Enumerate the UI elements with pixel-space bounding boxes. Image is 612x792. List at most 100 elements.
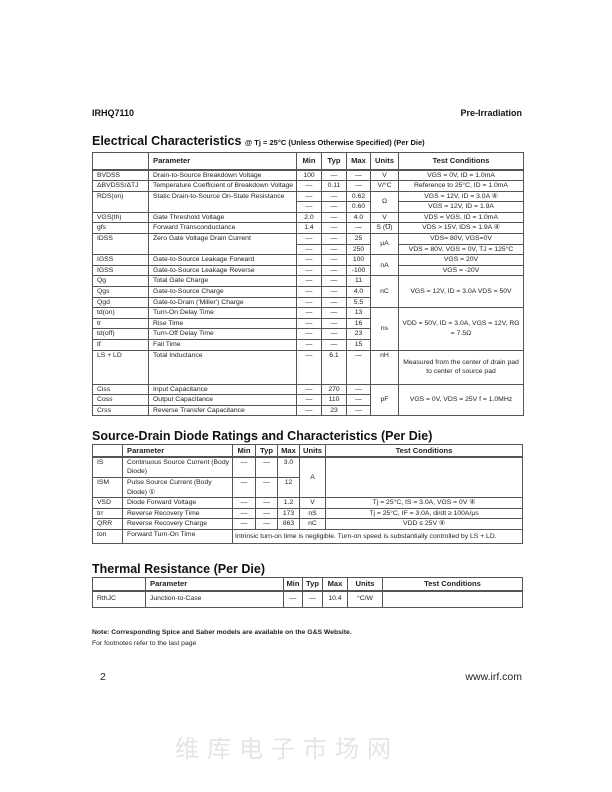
diode-ratings-table: Parameter Min Typ Max Units Test Conditions IS… bbox=[92, 444, 523, 545]
test-condition-cell: VGS = 0V, ID = 1.0mA bbox=[398, 168, 524, 182]
parameter-cell: Output Capacitance bbox=[148, 394, 297, 406]
test-condition-cell: VGS = 0V, VDS = 25V f = 1.0MHz bbox=[398, 383, 524, 417]
table-row: VGS(th) Gate Threshold Voltage 2.0—4.0 V VDS… bbox=[92, 211, 524, 224]
value-min: — bbox=[296, 349, 322, 385]
value-min: — bbox=[296, 383, 322, 396]
symbol-cell: ton bbox=[92, 529, 123, 545]
watermark: 维库电子市场网 bbox=[175, 735, 399, 763]
electrical-title-text: Electrical Characteristics bbox=[92, 134, 242, 148]
value-min: — bbox=[296, 317, 322, 330]
value-min: — bbox=[296, 243, 322, 256]
column-header-typ: Typ bbox=[302, 577, 323, 592]
value-min: — bbox=[296, 404, 322, 417]
test-condition-cell bbox=[382, 590, 523, 609]
column-header-units: Units bbox=[299, 444, 326, 458]
symbol-cell: QRR bbox=[92, 518, 123, 531]
units-cell: nH bbox=[370, 349, 399, 385]
symbol-cell: BVDSS bbox=[92, 168, 149, 182]
column-header-parameter: Parameter bbox=[148, 152, 297, 171]
parameter-cell: Fall Time bbox=[148, 339, 297, 351]
value-typ: — bbox=[255, 497, 278, 509]
website: www.irf.com bbox=[465, 671, 522, 684]
test-condition-cell: VGS = 20V bbox=[398, 254, 524, 266]
value-min: — bbox=[296, 296, 322, 309]
value-min: — bbox=[296, 201, 322, 213]
value-max: 0.60 bbox=[346, 201, 371, 213]
value-typ: — bbox=[302, 590, 323, 609]
value-typ: — bbox=[321, 211, 347, 224]
electrical-characteristics-table: Parameter Min Typ Max Units Test Conditions BV… bbox=[92, 152, 524, 417]
column-header-min: Min bbox=[283, 577, 303, 592]
units-cell: μA bbox=[370, 233, 399, 256]
parameter-cell: Gate-to-Source Leakage Forward bbox=[148, 254, 297, 266]
column-header-min: Min bbox=[232, 444, 256, 458]
parameter-cell: Diode Forward Voltage bbox=[122, 497, 233, 509]
test-condition-cell: Measured from the center of drain pad to… bbox=[398, 349, 524, 385]
test-condition-cell: Tj = 25°C, IS = 3.0A, VGS = 0V ④ bbox=[325, 497, 523, 509]
parameter-cell: Temperature Coefficient of Breakdown Vol… bbox=[148, 180, 297, 192]
test-condition-cell: VDD ≤ 25V ④ bbox=[325, 518, 523, 531]
parameter-cell: Reverse Transfer Capacitance bbox=[148, 404, 297, 417]
parameter-cell: Total Gate Charge bbox=[148, 275, 297, 288]
table-row: ISM Pulse Source Current (Body Diode) ① — —… bbox=[92, 477, 523, 499]
table-row: Qgs Gate-to-Source Charge — —4.0 bbox=[92, 286, 524, 298]
units-cell: nC bbox=[299, 518, 326, 531]
column-header-units: Units bbox=[370, 152, 399, 171]
value-min: — bbox=[232, 456, 256, 479]
value-max: — bbox=[346, 394, 371, 406]
table-row: Ciss Input Capacitance —270— pF VGS = 0V, VD… bbox=[92, 383, 524, 417]
parameter-cell: Static Drain-to-Source On-State Resistan… bbox=[148, 190, 297, 213]
column-header-typ: Typ bbox=[255, 444, 278, 458]
units-cell: ns bbox=[370, 307, 399, 351]
value-max: -100 bbox=[346, 264, 371, 277]
symbol-cell: Qgd bbox=[92, 296, 149, 309]
symbol-cell: IDSS bbox=[92, 233, 149, 256]
column-header-test-conditions: Test Conditions bbox=[398, 152, 524, 171]
value-min: — bbox=[296, 190, 322, 203]
value-typ: 23 bbox=[321, 404, 347, 417]
value-typ: — bbox=[255, 518, 278, 531]
table-row: tr Rise Time — —16 bbox=[92, 317, 524, 330]
value-max: 250 bbox=[346, 243, 371, 256]
page-header: IRHQ7110 Pre-Irradiation bbox=[92, 108, 522, 119]
parameter-cell: Forward Transconductance bbox=[148, 222, 297, 235]
value-max: 23 bbox=[346, 328, 371, 340]
table-row: BVDSS Drain-to-Source Breakdown Voltage 10… bbox=[92, 168, 524, 182]
units-cell: pF bbox=[370, 383, 399, 417]
value-max: 10.4 bbox=[322, 590, 348, 609]
value-typ: — bbox=[321, 275, 347, 288]
value-typ: 0.11 bbox=[321, 180, 347, 192]
value-min: — bbox=[296, 254, 322, 266]
parameter-cell: Gate-to-Drain ('Miller') Charge bbox=[148, 296, 297, 309]
symbol-cell: Qg bbox=[92, 275, 149, 288]
value-typ: 270 bbox=[321, 383, 347, 396]
value-max: 11 bbox=[346, 275, 371, 288]
value-min: — bbox=[296, 275, 322, 288]
test-condition-cell: VGS = 12V, ID = 3.0A ④ bbox=[398, 190, 524, 203]
thermal-resistance-table: Parameter Min Typ Max Units Test Conditions Rt… bbox=[92, 577, 523, 609]
symbol-cell: LS + LD bbox=[92, 349, 149, 385]
value-max: 12 bbox=[277, 477, 300, 499]
value-min: 1.4 bbox=[296, 222, 322, 235]
value-typ: — bbox=[321, 222, 347, 235]
thermal-title: Thermal Resistance (Per Die) bbox=[92, 562, 265, 577]
value-max: 5.5 bbox=[346, 296, 371, 309]
value-max: 863 bbox=[277, 518, 300, 531]
value-typ: — bbox=[321, 201, 347, 213]
header-row: Parameter Min Typ Max Units Test Conditions bbox=[92, 444, 523, 458]
parameter-cell: Total Inductance bbox=[148, 349, 297, 385]
value-min: — bbox=[232, 497, 256, 509]
table-row: RthJC Junction-to-Case — —10.4 °C/W bbox=[92, 590, 523, 609]
value-min: — bbox=[296, 233, 322, 245]
symbol-cell: tf bbox=[92, 339, 149, 351]
diode-title: Source-Drain Diode Ratings and Character… bbox=[92, 429, 433, 444]
table-row: LS + LD Total Inductance —6.1— nH Measured f… bbox=[92, 349, 524, 385]
units-cell: nS bbox=[299, 507, 326, 520]
table-row: ΔBVDSS/ΔTJ Temperature Coefficient of Bre… bbox=[92, 180, 524, 192]
value-typ: — bbox=[321, 233, 347, 245]
symbol-cell: td(off) bbox=[92, 328, 149, 340]
test-condition-cell: VDS = 80V, VGS = 0V, TJ = 125°C bbox=[398, 243, 524, 256]
table-row: Qgd Gate-to-Drain ('Miller') Charge — —5.5 bbox=[92, 296, 524, 309]
value-typ: — bbox=[321, 243, 347, 256]
value-typ: — bbox=[321, 286, 347, 298]
